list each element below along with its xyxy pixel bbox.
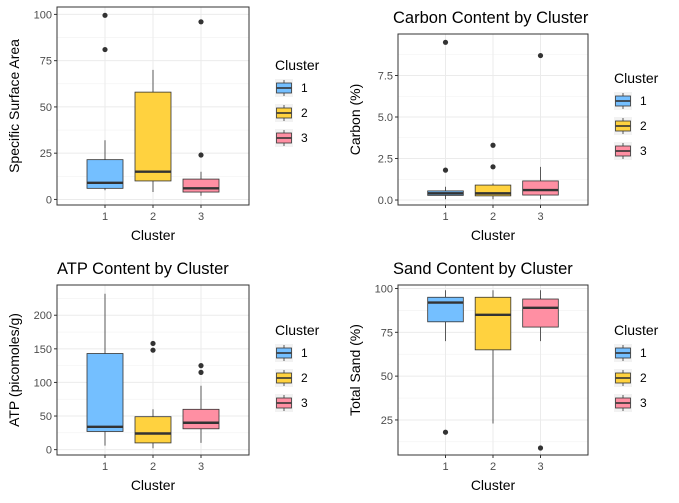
outlier-point [150,340,156,347]
y-tick-label: 75 [381,327,393,339]
outlier-point [490,164,496,170]
outlier-point [198,19,204,25]
chart-title: Carbon Content by Cluster [393,9,589,27]
y-tick-label: 0.0 [378,195,393,207]
legend-title: Cluster [614,322,659,338]
legend-title: Cluster [614,70,659,86]
y-tick-label: 0 [46,194,52,206]
chart-panel-3: 0 50 100 150 200 1 2 3 Cluster ATP (picomoles/g) A… [6,260,320,493]
legend-label: 2 [301,106,308,120]
chart-title: Sand Content by Cluster [393,260,573,278]
y-tick-label: 7.5 [378,71,393,83]
legend-label: 3 [640,396,647,410]
outlier-point [102,12,108,18]
x-tick-label: 3 [537,461,543,473]
outlier-point [490,142,496,148]
box-cluster-3 [182,408,220,430]
legend-label: 1 [640,94,647,108]
legend-label: 1 [301,81,308,95]
x-tick-label: 1 [442,461,448,473]
y-tick-label: 100 [34,9,52,21]
y-tick-label: 50 [40,411,52,423]
legend-label: 1 [640,346,647,360]
x-tick-label: 2 [150,461,156,473]
y-tick-label: 50 [381,371,393,383]
outlier-point [537,445,544,451]
x-tick-label: 3 [537,211,543,223]
outlier-point [442,429,449,435]
x-tick-label: 2 [150,211,156,223]
x-axis-title: Cluster [131,477,176,493]
x-tick-label: 1 [102,211,108,223]
legend-label: 2 [301,371,308,385]
x-tick-label: 3 [198,211,204,223]
x-tick-label: 2 [490,211,496,223]
box-cluster-2 [134,416,172,444]
box-cluster-1 [86,159,124,189]
legend-label: 1 [301,346,308,360]
legend-label: 3 [301,396,308,410]
box-cluster-3 [182,178,220,193]
x-axis-title: Cluster [471,227,516,243]
outlier-point [198,152,204,158]
outlier-point [537,52,544,59]
y-tick-label: 0 [46,445,52,457]
outlier-point [442,39,449,45]
y-tick-label: 200 [34,310,52,322]
outlier-point [102,46,108,53]
legend-title: Cluster [275,322,320,338]
chart-panel-1: 0 25 50 75 100 1 2 3 Cluster Specific Surface Are… [6,6,320,243]
legend-label: 2 [640,119,647,133]
legend-label: 3 [301,131,308,145]
y-tick-label: 75 [40,56,52,68]
box-cluster-1 [427,296,464,323]
y-tick-label: 2.5 [378,154,393,166]
y-tick-label: 25 [381,415,393,427]
outlier-point [198,369,204,375]
legend-title: Cluster [275,57,320,73]
x-tick-label: 1 [442,211,448,223]
legend-label: 3 [640,144,647,158]
chart-title: ATP Content by Cluster [57,260,229,278]
x-axis-title: Cluster [471,477,516,493]
box-cluster-3 [522,180,559,196]
chart-panel-2: 0.0 2.5 5.0 7.5 1 2 3 Cluster Carbon (%) Carbon C… [347,9,659,243]
box-cluster-3 [522,298,559,328]
box-cluster-1 [86,353,124,432]
y-tick-label: 50 [40,102,52,114]
box-cluster-2 [134,91,172,182]
y-tick-label: 100 [375,284,393,296]
y-axis-title: Specific Surface Area [6,39,22,173]
outlier-point [442,167,449,173]
x-tick-label: 1 [102,461,108,473]
y-axis-title: ATP (picomoles/g) [6,313,22,427]
outlier-point [150,347,156,353]
y-tick-label: 100 [34,377,52,389]
outlier-point [198,363,204,369]
x-tick-label: 2 [490,461,496,473]
y-axis-title: Total Sand (%) [347,324,363,416]
box-cluster-2 [474,184,512,197]
y-axis-title: Carbon (%) [347,84,363,156]
box-cluster-2 [474,296,512,351]
x-tick-label: 3 [198,461,204,473]
y-tick-label: 5.0 [378,112,393,124]
y-tick-label: 150 [34,344,52,356]
legend-label: 2 [640,371,647,385]
x-axis-title: Cluster [131,227,176,243]
y-tick-label: 25 [40,148,52,160]
chart-panel-4: 25 50 75 100 1 2 3 Cluster Total Sand (%) Sand Co… [347,260,659,493]
